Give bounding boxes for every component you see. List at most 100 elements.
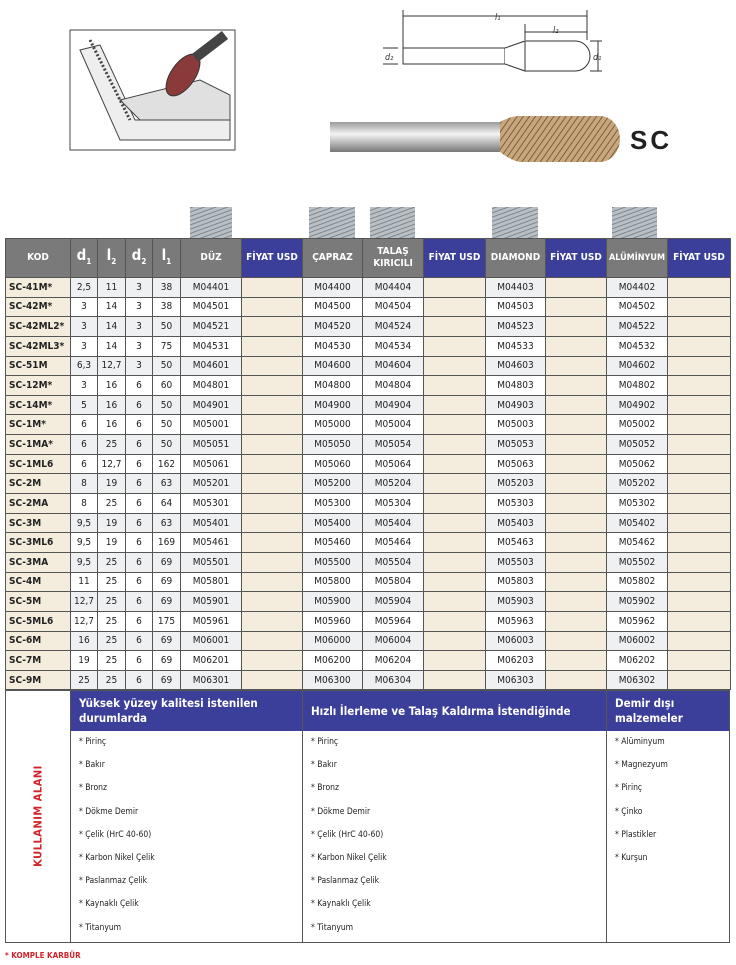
table-cell: M05201 [180, 473, 242, 495]
col-fiyat-3: FİYAT USD [545, 238, 607, 278]
usage-item: * Karbon Nikel Çelik [79, 852, 155, 863]
table-cell: 25 [70, 669, 98, 691]
table-cell: M05500 [302, 551, 363, 573]
price-cell [545, 473, 607, 495]
footnote: * KOMPLE KARBÜR [5, 951, 81, 960]
table-cell: M05800 [302, 571, 363, 593]
price-cell [423, 610, 486, 632]
table-cell: 16 [97, 394, 126, 416]
table-cell: 25 [97, 610, 126, 632]
table-cell: M06001 [180, 630, 242, 652]
table-cell: M04901 [180, 394, 242, 416]
table-cell: 69 [152, 551, 181, 573]
price-cell [423, 296, 486, 318]
table-cell: M04521 [180, 316, 242, 337]
usage-item: * Titanyum [311, 922, 354, 933]
table-header: KOD d1 l2 d2 l1 DÜZ FİYAT USD ÇAPRAZ TAL… [5, 238, 731, 278]
price-cell [667, 277, 731, 298]
product-code-cell: SC-42ML2* [5, 316, 71, 337]
table-cell: M05404 [362, 512, 424, 534]
price-cell [667, 335, 731, 357]
table-cell: 38 [152, 277, 181, 298]
table-cell: M05963 [485, 610, 546, 632]
price-cell [241, 669, 303, 691]
table-cell: 6 [70, 434, 98, 455]
usage-section-2: Hızlı İlerleme ve Talaş Kaldırma İstendi… [303, 691, 607, 942]
table-cell: 50 [152, 414, 181, 436]
table-row: SC-12M* 3 16 6 60 M04801 M04800 M04804 M04803 M04… [5, 375, 731, 396]
table-cell: M04534 [362, 335, 424, 357]
price-cell [423, 571, 486, 593]
table-cell: 25 [97, 630, 126, 652]
usage-item: * Bakır [79, 760, 105, 771]
price-cell [241, 355, 303, 377]
table-row: SC-41M* 2,5 11 3 38 M04401 M04400 M04404 M04403 M… [5, 277, 731, 298]
table-row: SC-2M 8 19 6 63 M05201 M05200 M05204 M05203 M0520… [5, 473, 731, 495]
table-cell: 6 [125, 453, 153, 475]
price-cell [667, 473, 731, 495]
col-talas: TALAŞ KIRICILI [362, 238, 424, 278]
price-cell [423, 591, 486, 612]
col-l1: l1 [152, 238, 181, 278]
usage-item: * Kurşun [615, 852, 648, 863]
table-cell: M04530 [302, 335, 363, 357]
tool-photo [190, 116, 657, 238]
product-code-cell: SC-2M [5, 473, 71, 495]
table-cell: M05200 [302, 473, 363, 495]
product-code-cell: SC-41M* [5, 277, 71, 298]
price-cell [545, 394, 607, 416]
table-cell: M05964 [362, 610, 424, 632]
table-cell: M06200 [302, 650, 363, 671]
table-cell: M06201 [180, 650, 242, 671]
price-cell [667, 296, 731, 318]
table-cell: 175 [152, 610, 181, 632]
table-cell: M05062 [606, 453, 668, 475]
price-cell [423, 650, 486, 671]
table-cell: M05050 [302, 434, 363, 455]
table-cell: 16 [97, 414, 126, 436]
table-cell: 25 [97, 669, 126, 691]
price-cell [545, 434, 607, 455]
price-cell [667, 532, 731, 553]
table-row: SC-42M* 3 14 3 38 M04501 M04500 M04504 M04503 M04… [5, 296, 731, 318]
col-l2: l2 [97, 238, 126, 278]
table-cell: M05204 [362, 473, 424, 495]
table-cell: 25 [97, 434, 126, 455]
price-cell [423, 335, 486, 357]
usage-item: * Kaynaklı Çelik [311, 899, 371, 910]
col-capraz: ÇAPRAZ [302, 238, 363, 278]
table-cell: 25 [97, 650, 126, 671]
price-cell [545, 571, 607, 593]
table-cell: M05203 [485, 473, 546, 495]
table-row: SC-4M 11 25 6 69 M05801 M05800 M05804 M05803 M058… [5, 571, 731, 593]
table-cell: 16 [70, 630, 98, 652]
price-cell [667, 493, 731, 514]
table-cell: 6 [125, 394, 153, 416]
table-cell: 69 [152, 630, 181, 652]
table-cell: M04803 [485, 375, 546, 396]
table-cell: M05903 [485, 591, 546, 612]
l2-label: l₂ [553, 26, 559, 36]
usage-item: * Kaynaklı Çelik [79, 899, 139, 910]
table-cell: M04522 [606, 316, 668, 337]
usage-item: * Titanyum [79, 922, 122, 933]
table-cell: M04601 [180, 355, 242, 377]
table-cell: M05463 [485, 532, 546, 553]
table-cell: 5 [70, 394, 98, 416]
table-cell: 3 [125, 277, 153, 298]
usage-item: * Bronz [311, 783, 339, 794]
price-cell [545, 316, 607, 337]
table-cell: M05461 [180, 532, 242, 553]
price-cell [545, 512, 607, 534]
table-cell: M05801 [180, 571, 242, 593]
table-cell: 3 [70, 335, 98, 357]
usage-section-3: Demir dışı malzemeler * Alüminyum * Magnez… [607, 691, 729, 942]
price-cell [545, 453, 607, 475]
table-cell: M05001 [180, 414, 242, 436]
table-cell: 60 [152, 375, 181, 396]
table-cell: M05002 [606, 414, 668, 436]
table-cell: M05502 [606, 551, 668, 573]
col-d1: d1 [70, 238, 98, 278]
table-cell: 6 [125, 532, 153, 553]
price-cell [423, 669, 486, 691]
